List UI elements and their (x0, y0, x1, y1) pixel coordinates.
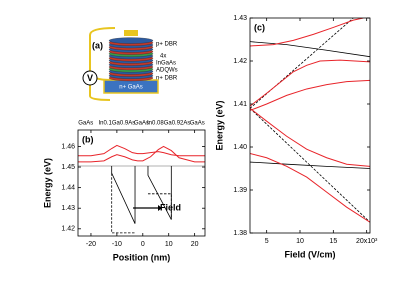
data-line (147, 193, 172, 220)
data-line (250, 18, 354, 109)
plot-frame (77, 129, 206, 237)
x-tick-label: -10 (112, 241, 122, 248)
chart-panel: 1.42 1.43 1.44 1.45 1.46 -20 -10 0 10 20 Position … (42, 121, 206, 262)
data-line (78, 145, 205, 163)
x-tick-label: 15 (329, 238, 337, 245)
data-line (250, 152, 370, 223)
data-line (78, 144, 205, 157)
x-tick-label: -20 (86, 241, 96, 248)
region-label: GaAs (134, 121, 149, 127)
substrate-label: n+ GaAs (119, 85, 143, 91)
device-diagram: (a) p+ DBR 4x InGaAs ADQWs n+ DBR n+ GaA… (82, 27, 178, 101)
layer-label: 4x (160, 54, 166, 60)
layer (108, 37, 154, 44)
data-line (250, 107, 370, 167)
y-tick-label: 1.43 (61, 205, 75, 212)
y-tick-label: 1.43 (233, 15, 247, 22)
plot-frame (249, 17, 371, 234)
y-tick-label: 1.42 (233, 58, 247, 65)
x-axis-label: Field (V/cm) (284, 249, 335, 259)
y-tick-label: 1.42 (61, 226, 75, 233)
data-line (250, 108, 370, 223)
wire (89, 27, 116, 81)
layer-label: n+ DBR (156, 76, 178, 82)
x-tick-label: 10 (296, 238, 304, 245)
x-tick-label: 10 (165, 241, 173, 248)
region-label: In0.08Ga0.92As (147, 121, 190, 127)
region-label: GaAs (78, 121, 93, 127)
data-line (147, 166, 172, 220)
wire (89, 85, 111, 101)
field-arrowhead (158, 205, 162, 211)
data-line (111, 173, 136, 234)
y-tick-label: 1.45 (61, 164, 75, 171)
y-tick-label: 1.40 (233, 144, 247, 151)
x-tick-label: 0 (141, 241, 145, 248)
x-tick-label: 5 (265, 238, 269, 245)
chart-panel: 1.38 1.39 1.40 1.41 1.42 1.43 5 10 15 20x10³ Field… (214, 15, 378, 260)
annotation: Field (160, 202, 181, 212)
y-tick-label: 1.46 (61, 143, 75, 150)
region-label: GaAs (190, 121, 205, 127)
y-tick-label: 1.44 (61, 184, 75, 191)
layer-label: p+ DBR (156, 42, 178, 48)
panel-label: (b) (82, 134, 94, 144)
contact (124, 30, 138, 36)
y-axis-label: Energy (eV) (42, 158, 52, 208)
layer-label: InGaAs (156, 61, 176, 67)
y-tick-label: 1.41 (233, 101, 247, 108)
data-line (111, 166, 136, 224)
panel-label: (a) (92, 40, 103, 50)
x-axis-label: Position (nm) (113, 252, 171, 262)
data-line (250, 59, 370, 107)
voltage-source (82, 70, 98, 86)
voltage-label: V (87, 73, 93, 83)
data-line (250, 161, 370, 169)
data-line (250, 79, 370, 111)
data-line (250, 18, 364, 47)
region-label: In0.1Ga0.9As (99, 121, 136, 127)
y-axis-label: Energy (eV) (214, 100, 224, 150)
panel-label: (c) (254, 22, 265, 32)
y-tick-label: 1.39 (233, 187, 247, 194)
data-line (250, 41, 370, 58)
x-tick-label: 20 (191, 241, 199, 248)
x-tick-label: 20x10³ (356, 238, 378, 245)
y-tick-label: 1.38 (233, 230, 247, 237)
layer-label: ADQWs (156, 68, 178, 74)
